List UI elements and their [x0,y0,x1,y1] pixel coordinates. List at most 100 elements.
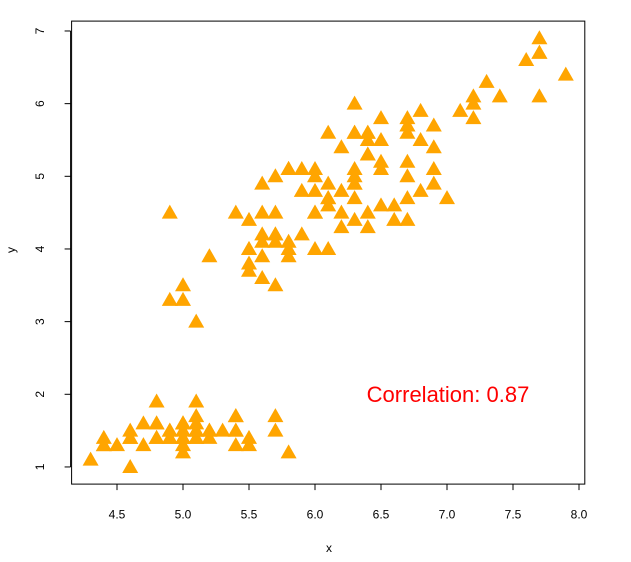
point [201,248,218,263]
point [465,88,482,103]
x-tick-label: 6.0 [307,507,324,521]
point [188,393,205,408]
point [293,182,310,197]
y-tick-label: 7 [33,27,47,34]
point [320,190,337,205]
point [333,204,350,219]
x-tick-label: 7.0 [439,507,456,521]
point [307,161,324,176]
point [320,197,337,212]
y-tick-label: 5 [33,173,47,180]
point [372,197,389,212]
point [452,102,469,117]
point [241,255,258,270]
x-tick-label: 8.0 [571,507,588,521]
point [109,437,126,452]
y-tick-label: 4 [33,245,47,252]
point [438,190,455,205]
point [161,291,178,306]
point [201,422,218,437]
point [412,182,429,197]
y-tick-label: 1 [33,463,47,470]
point [386,197,403,212]
point [399,211,416,226]
point [465,110,482,125]
point [82,451,99,466]
point [359,204,376,219]
annotation: Correlation: 0.87 [367,382,530,407]
point [188,313,205,328]
point [346,95,363,110]
point [201,429,218,444]
point [478,73,495,88]
x-tick-label: 7.5 [505,507,522,521]
point [399,117,416,132]
point [346,175,363,190]
point [531,44,548,59]
point [333,139,350,154]
point [241,262,258,277]
plot-frame [71,20,586,485]
point [399,124,416,139]
point [359,131,376,146]
point [254,270,271,285]
point [161,429,178,444]
x-tick-label: 6.5 [373,507,390,521]
point [557,66,574,81]
point [188,408,205,423]
point [465,95,482,110]
x-tick-label: 5.0 [175,507,192,521]
point [135,415,152,430]
point [267,422,284,437]
point [386,211,403,226]
point [175,437,192,452]
point [518,52,535,67]
point [227,422,244,437]
point [254,226,271,241]
point [280,161,297,176]
point [280,240,297,255]
point [320,124,337,139]
point [175,422,192,437]
point [307,182,324,197]
point [227,437,244,452]
point [359,146,376,161]
point [346,211,363,226]
point [359,124,376,139]
point [399,110,416,125]
point [372,153,389,168]
point [346,168,363,183]
point [425,161,442,176]
point [175,277,192,292]
point [175,415,192,430]
point [122,429,139,444]
point [333,182,350,197]
point [307,240,324,255]
point [254,233,271,248]
x-tick-label: 4.5 [109,507,126,521]
point [425,175,442,190]
x-axis-label: x [326,541,332,555]
point [95,429,112,444]
point [241,240,258,255]
point [254,204,271,219]
point [148,393,165,408]
point [267,168,284,183]
point [254,248,271,263]
point [399,153,416,168]
point [359,219,376,234]
point [293,226,310,241]
x-tick-label: 5.5 [241,507,258,521]
point [254,175,271,190]
point [175,291,192,306]
point [372,131,389,146]
point [346,161,363,176]
point [412,131,429,146]
point [122,458,139,473]
point [399,168,416,183]
point [122,422,139,437]
point [280,248,297,263]
point [135,437,152,452]
point [175,444,192,459]
